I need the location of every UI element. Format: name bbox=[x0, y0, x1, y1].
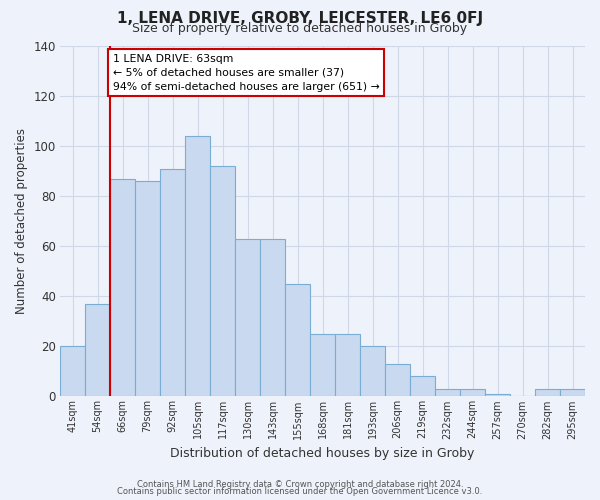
Bar bbox=[360, 346, 385, 397]
Bar bbox=[285, 284, 310, 397]
Bar bbox=[235, 238, 260, 396]
Text: 1 LENA DRIVE: 63sqm
← 5% of detached houses are smaller (37)
94% of semi-detache: 1 LENA DRIVE: 63sqm ← 5% of detached hou… bbox=[113, 54, 379, 92]
Bar bbox=[135, 181, 160, 396]
Text: Contains HM Land Registry data © Crown copyright and database right 2024.: Contains HM Land Registry data © Crown c… bbox=[137, 480, 463, 489]
Bar bbox=[185, 136, 210, 396]
X-axis label: Distribution of detached houses by size in Groby: Distribution of detached houses by size … bbox=[170, 447, 475, 460]
Bar bbox=[110, 178, 135, 396]
Bar bbox=[335, 334, 360, 396]
Bar bbox=[535, 389, 560, 396]
Bar bbox=[310, 334, 335, 396]
Bar bbox=[60, 346, 85, 397]
Bar bbox=[260, 238, 285, 396]
Text: 1, LENA DRIVE, GROBY, LEICESTER, LE6 0FJ: 1, LENA DRIVE, GROBY, LEICESTER, LE6 0FJ bbox=[117, 11, 483, 26]
Bar bbox=[85, 304, 110, 396]
Bar bbox=[160, 168, 185, 396]
Bar bbox=[210, 166, 235, 396]
Text: Contains public sector information licensed under the Open Government Licence v3: Contains public sector information licen… bbox=[118, 487, 482, 496]
Y-axis label: Number of detached properties: Number of detached properties bbox=[15, 128, 28, 314]
Bar bbox=[485, 394, 510, 396]
Bar bbox=[560, 389, 585, 396]
Bar bbox=[435, 389, 460, 396]
Bar bbox=[385, 364, 410, 396]
Bar bbox=[460, 389, 485, 396]
Bar bbox=[410, 376, 435, 396]
Text: Size of property relative to detached houses in Groby: Size of property relative to detached ho… bbox=[133, 22, 467, 35]
